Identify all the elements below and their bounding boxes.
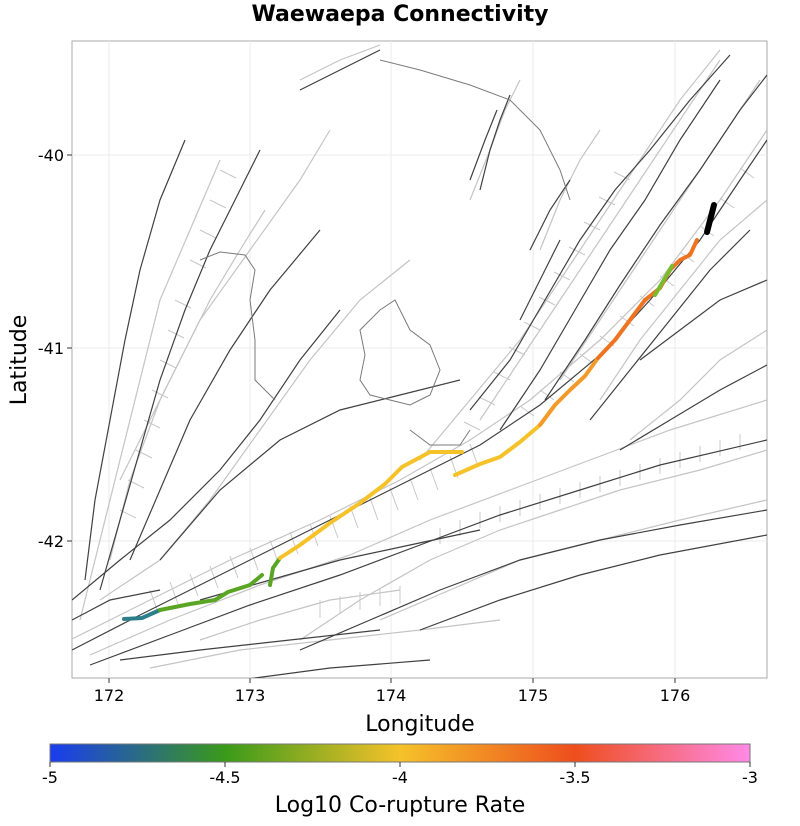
gridlines <box>72 41 767 678</box>
plot-area <box>71 40 768 679</box>
y-axis-title: Latitude <box>7 315 32 406</box>
colorbar-tick-label: -3 <box>742 768 758 787</box>
x-tick-label: 176 <box>660 686 691 705</box>
x-axis-title: Longitude <box>365 712 474 737</box>
rupture-segments <box>122 202 717 621</box>
colorbar-gradient <box>49 743 751 763</box>
y-tick-label: -41 <box>38 339 64 358</box>
colorbar-tick-label: -4 <box>392 768 408 787</box>
x-tick-label: 172 <box>94 686 125 705</box>
y-axis: -40 -41 -42 Latitude <box>7 146 72 551</box>
y-tick-label: -42 <box>38 532 64 551</box>
colorbar-tick-label: -3.5 <box>559 768 590 787</box>
y-tick-label: -40 <box>38 146 64 165</box>
target-fault-segment <box>704 202 717 235</box>
x-tick-label: 175 <box>518 686 549 705</box>
x-tick-label: 173 <box>235 686 266 705</box>
x-tick-label: 174 <box>376 686 407 705</box>
fault-traces <box>72 49 767 678</box>
x-axis: 172 173 174 175 176 Longitude <box>94 678 691 737</box>
map-title: Waewaepa Connectivity <box>251 2 549 27</box>
colorbar: -5 -4.5 -4 -3.5 -3 Log10 Co-rupture Rate <box>42 743 758 818</box>
colorbar-tick-label: -5 <box>42 768 58 787</box>
coastline <box>199 59 571 446</box>
colorbar-title: Log10 Co-rupture Rate <box>275 793 526 818</box>
colorbar-tick-label: -4.5 <box>209 768 240 787</box>
